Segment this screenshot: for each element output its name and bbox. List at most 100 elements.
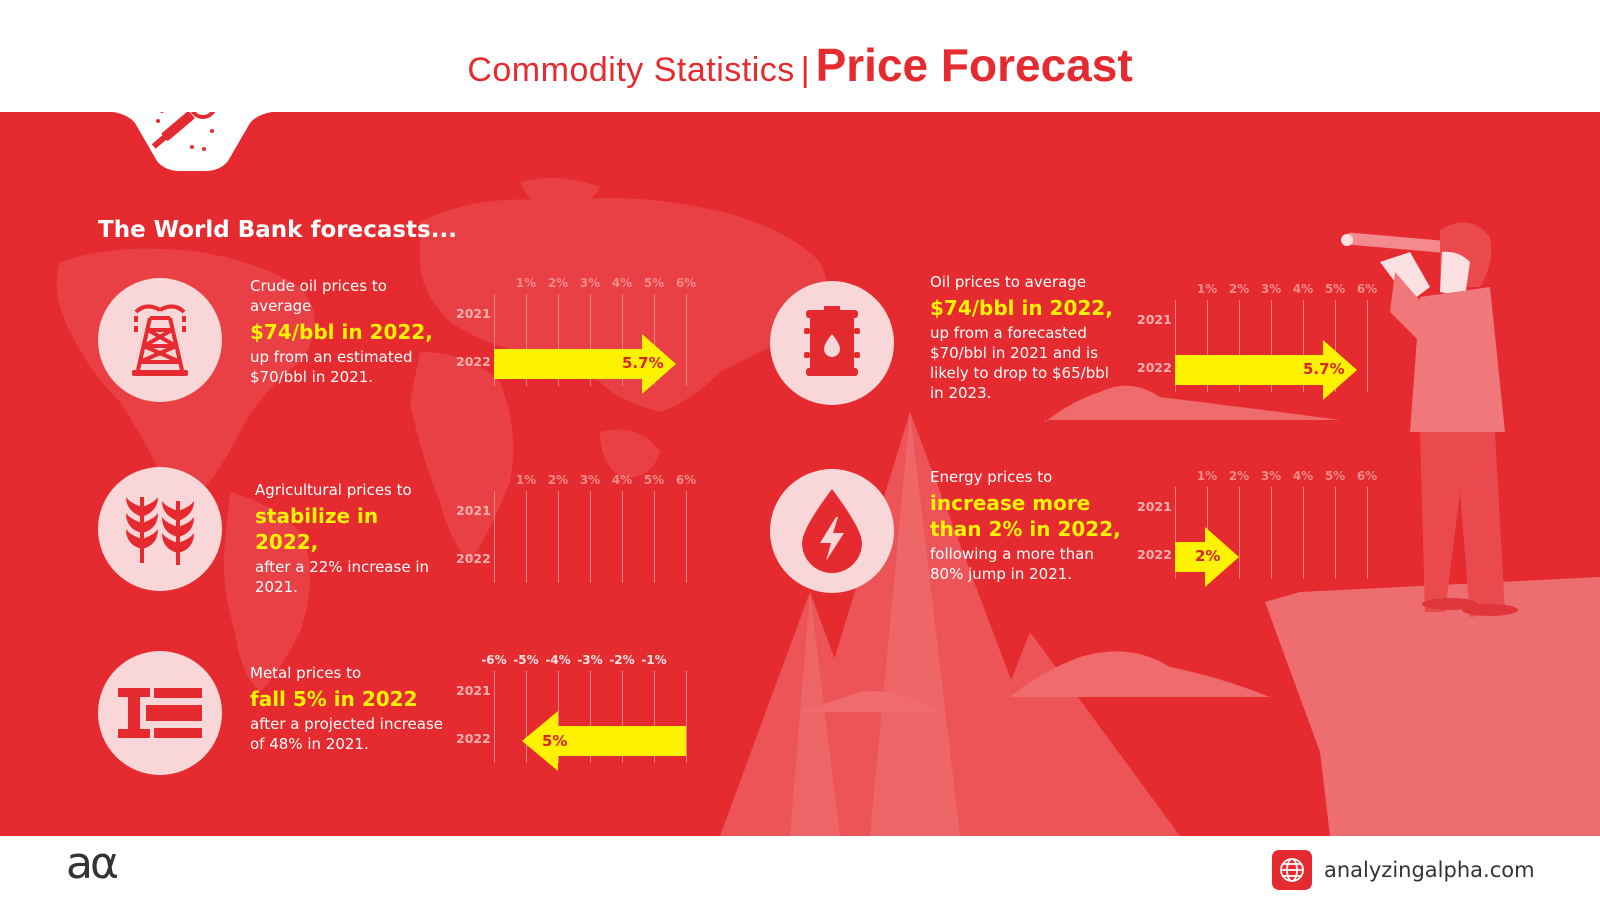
oil-chart: 1% 2% 3% 4% 5% 6% 2021 2022 5.7%	[1137, 282, 1378, 400]
tick: 5%	[643, 276, 665, 290]
telescope-dollar-icon	[151, 112, 216, 151]
agricultural-text: Agricultural prices to stabilize in 2022…	[255, 480, 445, 597]
gridline	[1335, 300, 1336, 392]
footer: aα analyzingalpha.com	[0, 836, 1600, 900]
gridline	[1303, 487, 1304, 579]
tick: 1%	[515, 473, 537, 487]
crude-oil-icon-circle	[98, 278, 222, 402]
year-label: 2021	[456, 503, 491, 518]
oil-tail: up from a forecasted $70/bbl in 2021 and…	[930, 324, 1109, 402]
tick: 2%	[547, 473, 569, 487]
gridline	[590, 491, 591, 583]
tick: 4%	[611, 276, 633, 290]
crude-oil-chart: 1% 2% 3% 4% 5% 6% 2021 2022 5.7%	[456, 276, 697, 394]
tick: 2%	[1228, 282, 1250, 296]
metal-highlight: fall 5% in 2022	[250, 687, 418, 711]
energy-highlight: increase more than 2% in 2022,	[930, 491, 1121, 541]
crude-oil-highlight: $74/bbl in 2022,	[250, 320, 433, 344]
gridline	[494, 671, 495, 763]
tick: 5%	[1324, 282, 1346, 296]
arrow-right-icon	[1175, 527, 1239, 587]
tick: 5%	[1324, 469, 1346, 483]
agricultural-lead: Agricultural prices to	[255, 481, 412, 499]
brand-logo[interactable]: aα	[66, 838, 119, 889]
gridline	[558, 294, 559, 386]
website-url[interactable]: analyzingalpha.com	[1324, 858, 1535, 882]
tick: -5%	[513, 653, 539, 667]
oil-icon-circle	[770, 281, 894, 405]
gridline	[686, 491, 687, 583]
gridline	[1175, 300, 1176, 392]
oil-derrick-icon	[132, 304, 188, 376]
header-notch	[112, 112, 273, 171]
gridline	[558, 671, 559, 763]
tick: 6%	[675, 473, 697, 487]
tick: -2%	[609, 653, 635, 667]
energy-icon-circle	[770, 469, 894, 593]
arrow-left-icon	[522, 711, 686, 771]
gridline	[1271, 300, 1272, 392]
year-label: 2022	[456, 731, 491, 746]
wheat-icon	[126, 497, 194, 565]
crude-oil-text: Crude oil prices to average $74/bbl in 2…	[250, 276, 440, 387]
metal-lead: Metal prices to	[250, 664, 362, 682]
tick: 6%	[675, 276, 697, 290]
gridline	[526, 491, 527, 583]
tick: 2%	[547, 276, 569, 290]
tick: 1%	[1196, 469, 1218, 483]
tick: 2%	[1228, 469, 1250, 483]
gridline	[590, 294, 591, 386]
tick: 5%	[643, 473, 665, 487]
tick: 3%	[579, 473, 601, 487]
year-label: 2022	[1137, 547, 1172, 562]
oil-lead: Oil prices to average	[930, 273, 1087, 291]
gridline	[494, 294, 495, 386]
agricultural-icon-circle	[98, 467, 222, 591]
man-with-telescope-illustration	[1341, 222, 1518, 617]
metal-icon-circle	[98, 651, 222, 775]
intro-heading: The World Bank forecasts...	[98, 217, 457, 243]
header: Commodity Statistics | Price Forecast	[0, 0, 1600, 112]
gridline	[622, 491, 623, 583]
energy-tail: following a more than 80% jump in 2021.	[930, 545, 1094, 583]
bar-value-label: 2%	[1195, 547, 1221, 565]
gridline	[686, 294, 687, 386]
tick: 1%	[1196, 282, 1218, 296]
bar-value-label: 5%	[542, 732, 568, 750]
tick: 1%	[515, 276, 537, 290]
gridline	[622, 671, 623, 763]
gridline	[1303, 300, 1304, 392]
tick: 4%	[1292, 282, 1314, 296]
background-illustration	[56, 178, 1600, 836]
oil-highlight: $74/bbl in 2022,	[930, 296, 1113, 320]
tick: 3%	[579, 276, 601, 290]
gridline	[1207, 300, 1208, 392]
energy-chart: 1% 2% 3% 4% 5% 6% 2021 2022 2%	[1137, 469, 1378, 587]
year-label: 2022	[1137, 360, 1172, 375]
agricultural-chart: 1% 2% 3% 4% 5% 6% 2021 2022	[456, 473, 696, 583]
title-light: Commodity Statistics	[467, 51, 795, 89]
metal-tail: after a projected increase of 48% in 202…	[250, 715, 444, 753]
tick: 3%	[1260, 282, 1282, 296]
website-link[interactable]: analyzingalpha.com	[1272, 850, 1535, 890]
tick: 6%	[1356, 282, 1378, 296]
energy-drop-icon	[802, 489, 862, 573]
gridline	[590, 671, 591, 763]
gridline	[654, 671, 655, 763]
clouds-illustration	[800, 385, 1340, 712]
gridline	[526, 294, 527, 386]
bar-value-label: 5.7%	[622, 354, 664, 372]
agricultural-highlight: stabilize in 2022,	[255, 504, 379, 554]
year-label: 2021	[1137, 499, 1172, 514]
main-panel: The World Bank forecasts... Crude oil pr…	[0, 112, 1600, 836]
metal-chart: -6% -5% -4% -3% -2% -1% 2021 2022 5%	[456, 653, 696, 771]
agricultural-tail: after a 22% increase in 2021.	[255, 558, 429, 596]
gridline	[622, 294, 623, 386]
tick: 6%	[1356, 469, 1378, 483]
energy-lead: Energy prices to	[930, 468, 1053, 486]
energy-text: Energy prices to increase more than 2% i…	[930, 467, 1130, 584]
globe-icon	[1272, 850, 1312, 890]
gridline	[1367, 487, 1368, 579]
title-bold: Price Forecast	[815, 39, 1133, 91]
title-separator: |	[800, 51, 810, 89]
